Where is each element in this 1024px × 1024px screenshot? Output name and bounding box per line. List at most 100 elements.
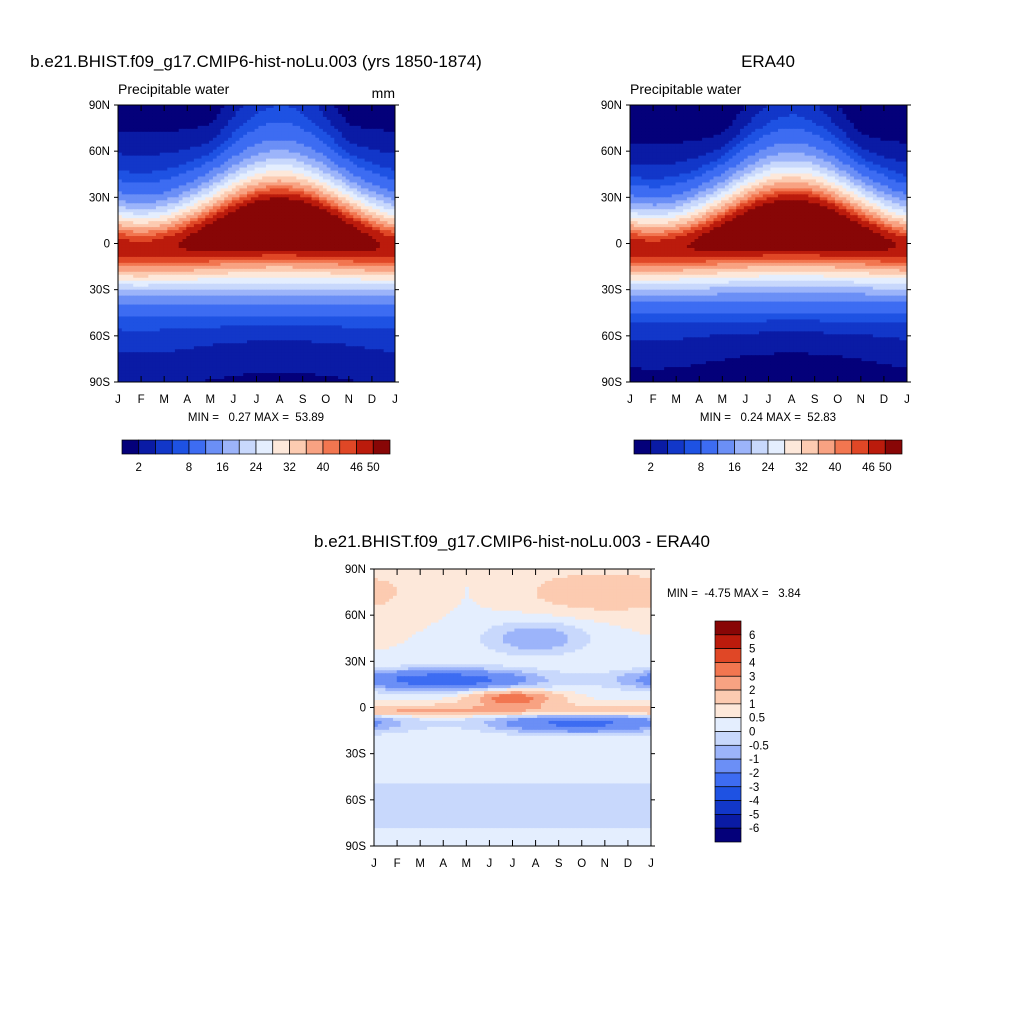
heatmap-cell (379, 230, 385, 234)
heatmap-cell (201, 206, 206, 210)
heatmap-cell (205, 262, 210, 267)
heatmap-cell (193, 128, 199, 133)
heatmap-cell (133, 292, 138, 297)
heatmap-cell (231, 277, 237, 282)
heatmap-cell (216, 295, 222, 300)
heatmap-cell (144, 191, 149, 195)
heatmap-cell (262, 304, 267, 309)
heatmap-cell (235, 212, 241, 216)
heatmap-cell (338, 304, 343, 309)
heatmap-cell (273, 197, 278, 201)
heatmap-cell (140, 268, 146, 273)
heatmap-cell (292, 140, 297, 145)
heatmap-cell (228, 289, 233, 294)
heatmap-cell (212, 119, 218, 124)
heatmap-cell (201, 173, 206, 178)
heatmap-cell (212, 239, 218, 243)
heatmap-cell (201, 137, 206, 142)
heatmap-cell (193, 247, 199, 252)
heatmap-cell (376, 185, 381, 189)
heatmap-cell (243, 143, 248, 148)
heatmap-cell (155, 105, 161, 109)
heatmap-cell (174, 206, 180, 210)
heatmap-cell (235, 286, 241, 291)
heatmap-cell (357, 304, 362, 309)
heatmap-cell (125, 200, 130, 204)
heatmap-cell (334, 247, 339, 252)
heatmap-cell (216, 274, 222, 279)
heatmap-cell (186, 218, 191, 222)
heatmap-cell (391, 140, 395, 145)
heatmap-cell (345, 161, 351, 166)
heatmap-cell (152, 170, 157, 175)
heatmap-cell (372, 221, 377, 225)
heatmap-cell (292, 295, 297, 300)
heatmap-cell (239, 197, 244, 201)
heatmap-cell (205, 280, 210, 285)
heatmap-cell (205, 146, 210, 151)
heatmap-cell (315, 298, 320, 303)
heatmap-cell (300, 265, 305, 270)
heatmap-cell (155, 292, 161, 297)
heatmap-cell (353, 107, 358, 112)
heatmap-cell (262, 191, 267, 195)
heatmap-cell (159, 188, 165, 192)
heatmap-cell (133, 206, 138, 210)
heatmap-cell (178, 268, 184, 273)
heatmap-cell (357, 140, 362, 145)
heatmap-cell (144, 212, 149, 216)
heatmap-cell (284, 203, 290, 207)
heatmap-cell (376, 140, 381, 145)
heatmap-cell (163, 256, 168, 261)
heatmap-cell (133, 242, 138, 246)
heatmap-cell (159, 304, 165, 309)
heatmap-cell (144, 164, 149, 169)
heatmap-cell (140, 203, 146, 207)
heatmap-cell (357, 137, 362, 142)
heatmap-cell (315, 286, 320, 291)
heatmap-cell (254, 203, 259, 207)
heatmap-cell (360, 194, 366, 198)
heatmap-cell (376, 119, 381, 124)
heatmap-cell (330, 140, 335, 145)
heatmap-cell (190, 149, 195, 154)
heatmap-cell (330, 304, 335, 309)
heatmap-cell (254, 295, 259, 300)
heatmap-cell (334, 122, 339, 127)
heatmap-cell (258, 239, 263, 243)
heatmap-cell (140, 236, 146, 240)
heatmap-cell (216, 185, 222, 189)
heatmap-cell (353, 158, 358, 163)
heatmap-cell (277, 146, 282, 151)
heatmap-cell (140, 128, 146, 133)
heatmap-cell (349, 242, 354, 246)
heatmap-cell (163, 301, 168, 306)
heatmap-cell (273, 227, 278, 231)
heatmap-cell (231, 105, 237, 109)
heatmap-cell (220, 107, 225, 112)
heatmap-cell (182, 233, 187, 237)
heatmap-cell (174, 301, 180, 306)
heatmap-cell (360, 206, 366, 210)
heatmap-cell (174, 221, 180, 225)
heatmap-cell (243, 206, 248, 210)
heatmap-cell (174, 277, 180, 282)
heatmap-cell (216, 116, 222, 121)
heatmap-cell (125, 286, 130, 291)
heatmap-cell (319, 253, 324, 258)
heatmap-cell (247, 247, 252, 252)
heatmap-cell (243, 256, 248, 261)
heatmap-cell (334, 304, 339, 309)
heatmap-cell (300, 167, 305, 172)
heatmap-cell (338, 292, 343, 297)
heatmap-cell (300, 110, 305, 115)
heatmap-cell (129, 164, 134, 169)
heatmap-cell (300, 185, 305, 189)
heatmap-cell (391, 131, 395, 136)
heatmap-cell (296, 119, 301, 124)
heatmap-cell (129, 110, 134, 115)
heatmap-cell (167, 173, 172, 178)
heatmap-cell (364, 113, 370, 118)
heatmap-cell (167, 167, 172, 172)
heatmap-cell (174, 212, 180, 216)
